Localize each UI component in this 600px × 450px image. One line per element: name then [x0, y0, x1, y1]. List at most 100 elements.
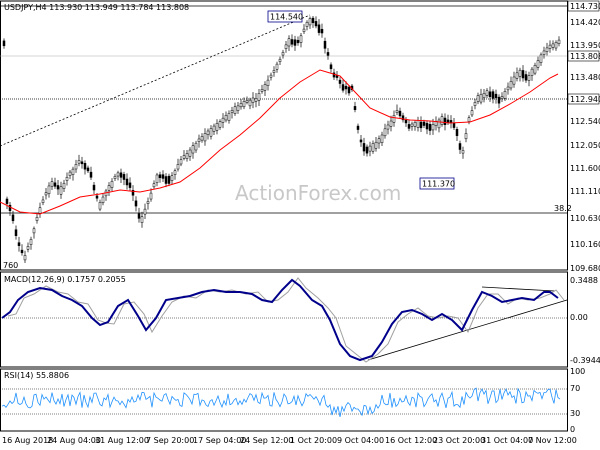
candle-body: [131, 190, 135, 196]
candle-body: [176, 164, 180, 170]
candle-body: [53, 182, 57, 187]
candle-body: [524, 74, 528, 81]
candle-body: [116, 172, 120, 177]
candle-body: [341, 84, 345, 91]
high-annotation: 114.540: [267, 10, 303, 23]
time-axis-label: 23 Oct 20:00: [433, 436, 485, 445]
candle-body: [182, 155, 186, 159]
candle-body: [332, 72, 336, 78]
candle-body: [50, 181, 54, 187]
candle-body: [155, 174, 159, 183]
candle-body: [170, 175, 174, 181]
candle-body: [356, 125, 360, 130]
candle-body: [359, 139, 363, 143]
candle-body: [77, 160, 81, 164]
price-axis-label: 112.540: [570, 117, 600, 126]
candle-body: [167, 175, 171, 184]
candle-body: [257, 93, 261, 101]
candle-body: [506, 86, 510, 91]
candle-body: [458, 143, 462, 150]
candle-body: [416, 120, 420, 128]
candle-body: [548, 44, 552, 49]
candle-body: [95, 195, 99, 199]
candle-body: [143, 208, 147, 215]
candle-body: [437, 119, 441, 129]
candle-body: [152, 183, 156, 188]
candle-body: [194, 142, 198, 151]
candle-body: [335, 75, 339, 78]
candle-body: [11, 214, 15, 222]
candle-body: [302, 28, 306, 32]
rsi-line: [1, 387, 561, 417]
price-axis: 114.730 114.420 113.950 113.808 113.480 112.9…: [567, 0, 600, 273]
candle-body: [290, 39, 294, 45]
candle-body: [482, 93, 486, 99]
candle-body: [125, 178, 129, 186]
candle-body: [488, 91, 492, 98]
candle-body: [38, 207, 42, 214]
candle-body: [281, 52, 285, 56]
price-axis-label: 113.950: [570, 41, 600, 50]
candle-body: [311, 17, 315, 24]
candle-body: [65, 176, 69, 181]
candle-body: [209, 128, 213, 137]
candle-body: [35, 216, 39, 221]
time-axis-label: 7 Nov 12:00: [528, 436, 577, 445]
candle-body: [83, 163, 87, 170]
candle-body: [92, 184, 96, 191]
candle-body: [224, 115, 228, 121]
price-axis-label: 112.050: [570, 141, 600, 150]
candle-body: [410, 123, 414, 127]
candle-body: [476, 95, 480, 102]
candle-body: [164, 176, 168, 184]
fib-label: 38.2: [554, 204, 572, 213]
candle-body: [140, 216, 144, 223]
candle-body: [107, 185, 111, 191]
candle-body: [296, 39, 300, 44]
candle-body: [101, 196, 105, 204]
time-axis-label: 24 Sep 12:00: [240, 436, 293, 445]
candle-body: [470, 110, 474, 116]
candle-body: [557, 39, 561, 44]
candle-body: [89, 171, 93, 178]
candle-body: [371, 143, 375, 152]
candle-body: [413, 122, 417, 127]
candle-body: [146, 201, 150, 204]
candle-body: [461, 150, 465, 154]
rsi-label-70: 70: [570, 384, 580, 393]
candle-body: [68, 171, 72, 176]
candle-body: [236, 105, 240, 111]
time-axis-label: 17 Sep 04:00: [193, 436, 246, 445]
candle-body: [203, 133, 207, 142]
candle-body: [422, 121, 426, 126]
candle-body: [44, 192, 48, 196]
candle-body: [494, 93, 498, 99]
candle-body: [17, 242, 21, 246]
candle-body: [404, 119, 408, 124]
candle-body: [185, 153, 189, 159]
candle-body: [452, 122, 456, 128]
candle-body: [491, 91, 495, 99]
candle-body: [188, 149, 192, 157]
candle-body: [551, 43, 555, 48]
candle-body: [59, 186, 63, 195]
candle-body: [440, 116, 444, 125]
macd-label-bottom: -0.3944: [570, 356, 600, 365]
candle-body: [293, 39, 297, 46]
candle-body: [263, 84, 267, 91]
candle-body: [545, 47, 549, 52]
price-axis-label: 114.730: [570, 2, 600, 11]
candle-body: [122, 174, 126, 180]
candle-body: [269, 74, 273, 78]
candle-body: [479, 93, 483, 103]
candle-body: [347, 86, 351, 94]
price-axis-label: 111.110: [570, 187, 600, 196]
candle-body: [275, 63, 279, 70]
candle-body: [398, 110, 402, 117]
candle-body: [245, 100, 249, 103]
candle-body: [134, 200, 138, 207]
price-axis-label: 112.940: [570, 95, 600, 104]
candle-body: [542, 50, 546, 55]
